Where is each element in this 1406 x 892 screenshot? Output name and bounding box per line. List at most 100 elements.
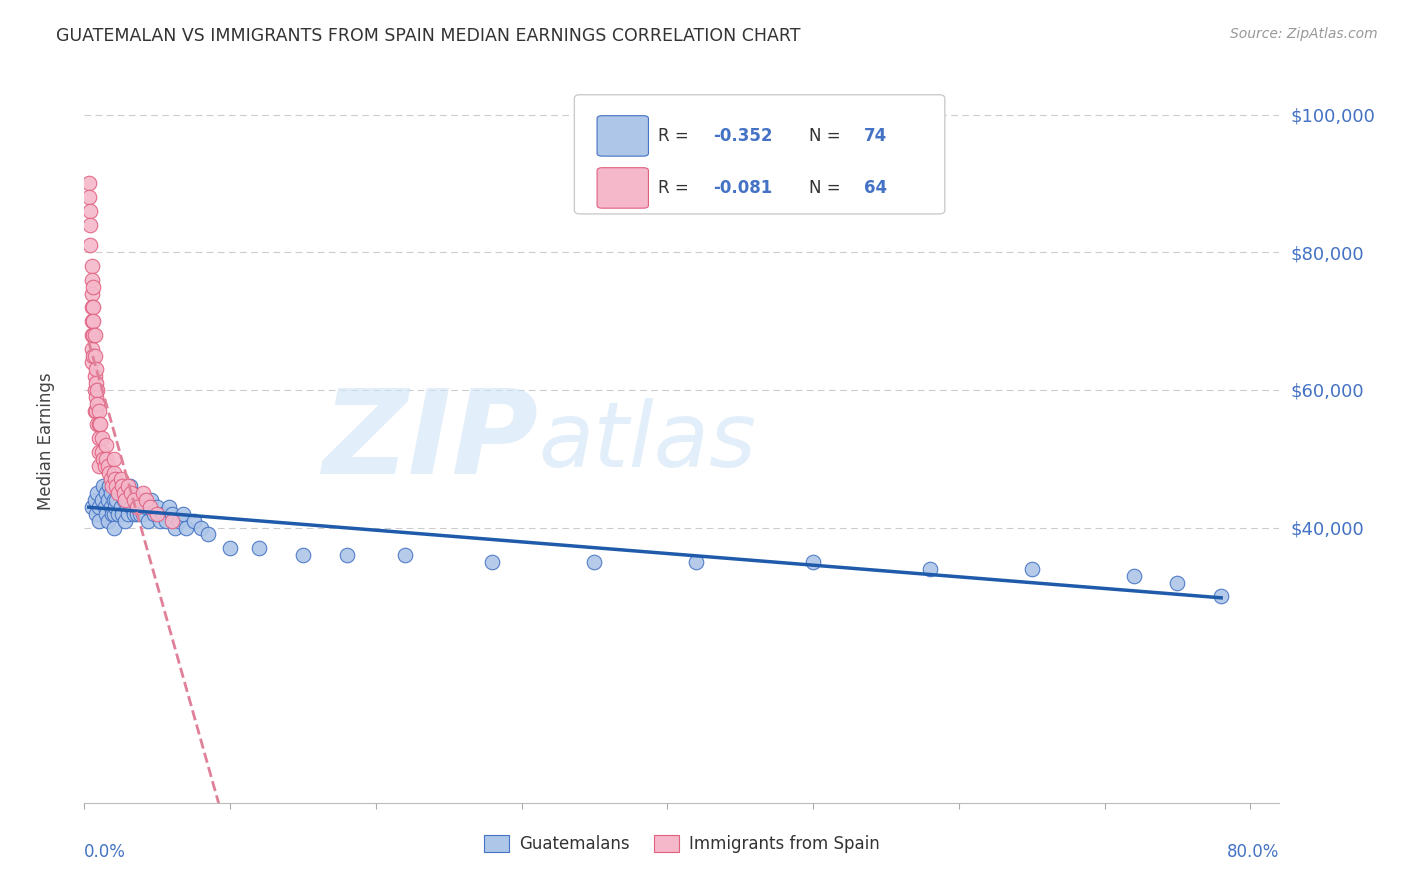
Point: [112, 486, 135, 500]
Point: [190, 520, 212, 534]
Point: [98, 466, 121, 480]
Point: [82, 314, 104, 328]
Point: [79, 204, 101, 219]
Point: [117, 479, 139, 493]
Point: [1211, 590, 1233, 604]
Point: [77, 190, 100, 204]
Point: [139, 500, 162, 514]
Point: [110, 486, 132, 500]
Point: [101, 507, 124, 521]
Point: [96, 486, 118, 500]
Point: [104, 472, 127, 486]
Point: [87, 403, 110, 417]
Point: [120, 500, 142, 514]
Point: [120, 486, 142, 500]
Point: [96, 507, 118, 521]
Point: [291, 548, 314, 562]
Point: [103, 520, 125, 534]
Point: [100, 486, 122, 500]
Point: [131, 486, 153, 500]
Point: [336, 548, 359, 562]
Point: [125, 507, 148, 521]
Point: [83, 369, 105, 384]
Point: [172, 507, 194, 521]
Point: [80, 273, 103, 287]
Point: [135, 500, 157, 514]
Point: [80, 327, 103, 342]
Point: [131, 493, 153, 508]
Point: [80, 301, 103, 315]
Point: [1122, 568, 1144, 582]
Point: [107, 486, 129, 500]
Point: [79, 238, 101, 252]
Point: [122, 507, 145, 521]
Point: [131, 507, 153, 521]
Point: [114, 514, 136, 528]
Point: [103, 466, 125, 480]
Point: [97, 514, 120, 528]
Point: [111, 479, 134, 493]
Point: [96, 451, 118, 466]
Point: [100, 500, 122, 514]
Point: [103, 451, 125, 466]
Point: [97, 493, 120, 508]
Point: [114, 493, 136, 508]
Point: [135, 493, 157, 508]
Point: [96, 438, 118, 452]
Point: [80, 259, 103, 273]
Point: [160, 507, 183, 521]
Point: [84, 362, 107, 376]
FancyBboxPatch shape: [575, 95, 945, 214]
Point: [86, 383, 108, 397]
Point: [124, 493, 146, 508]
Point: [82, 349, 104, 363]
Point: [127, 500, 149, 514]
Text: N =: N =: [808, 179, 845, 197]
Point: [125, 500, 148, 514]
Point: [83, 327, 105, 342]
Text: R =: R =: [658, 127, 695, 145]
Text: R =: R =: [658, 179, 695, 197]
Point: [121, 486, 143, 500]
FancyBboxPatch shape: [598, 116, 648, 156]
Point: [84, 507, 107, 521]
FancyBboxPatch shape: [598, 168, 648, 208]
Point: [105, 479, 128, 493]
Point: [87, 431, 110, 445]
Point: [84, 403, 107, 417]
Point: [94, 458, 117, 473]
Text: atlas: atlas: [538, 398, 756, 485]
Point: [87, 458, 110, 473]
Text: 0.0%: 0.0%: [84, 843, 127, 861]
Point: [1166, 575, 1188, 590]
Point: [107, 507, 129, 521]
Point: [1021, 562, 1043, 576]
Point: [918, 562, 941, 576]
Point: [110, 472, 132, 486]
Point: [83, 349, 105, 363]
Point: [82, 279, 104, 293]
Point: [143, 507, 166, 521]
Point: [87, 445, 110, 459]
Point: [176, 520, 198, 534]
Point: [100, 472, 122, 486]
Point: [111, 507, 134, 521]
Point: [115, 500, 138, 514]
Point: [77, 177, 100, 191]
Text: -0.081: -0.081: [713, 179, 772, 197]
Point: [105, 493, 128, 508]
Point: [108, 479, 131, 493]
Point: [94, 500, 117, 514]
Point: [149, 514, 172, 528]
Text: N =: N =: [808, 127, 845, 145]
Point: [152, 507, 174, 521]
Point: [87, 500, 110, 514]
Text: Median Earnings: Median Earnings: [37, 373, 55, 510]
Point: [87, 514, 110, 528]
Point: [167, 514, 190, 528]
Text: 64: 64: [863, 179, 887, 197]
Point: [394, 548, 416, 562]
Point: [160, 514, 183, 528]
Point: [801, 555, 824, 569]
Point: [103, 507, 125, 521]
